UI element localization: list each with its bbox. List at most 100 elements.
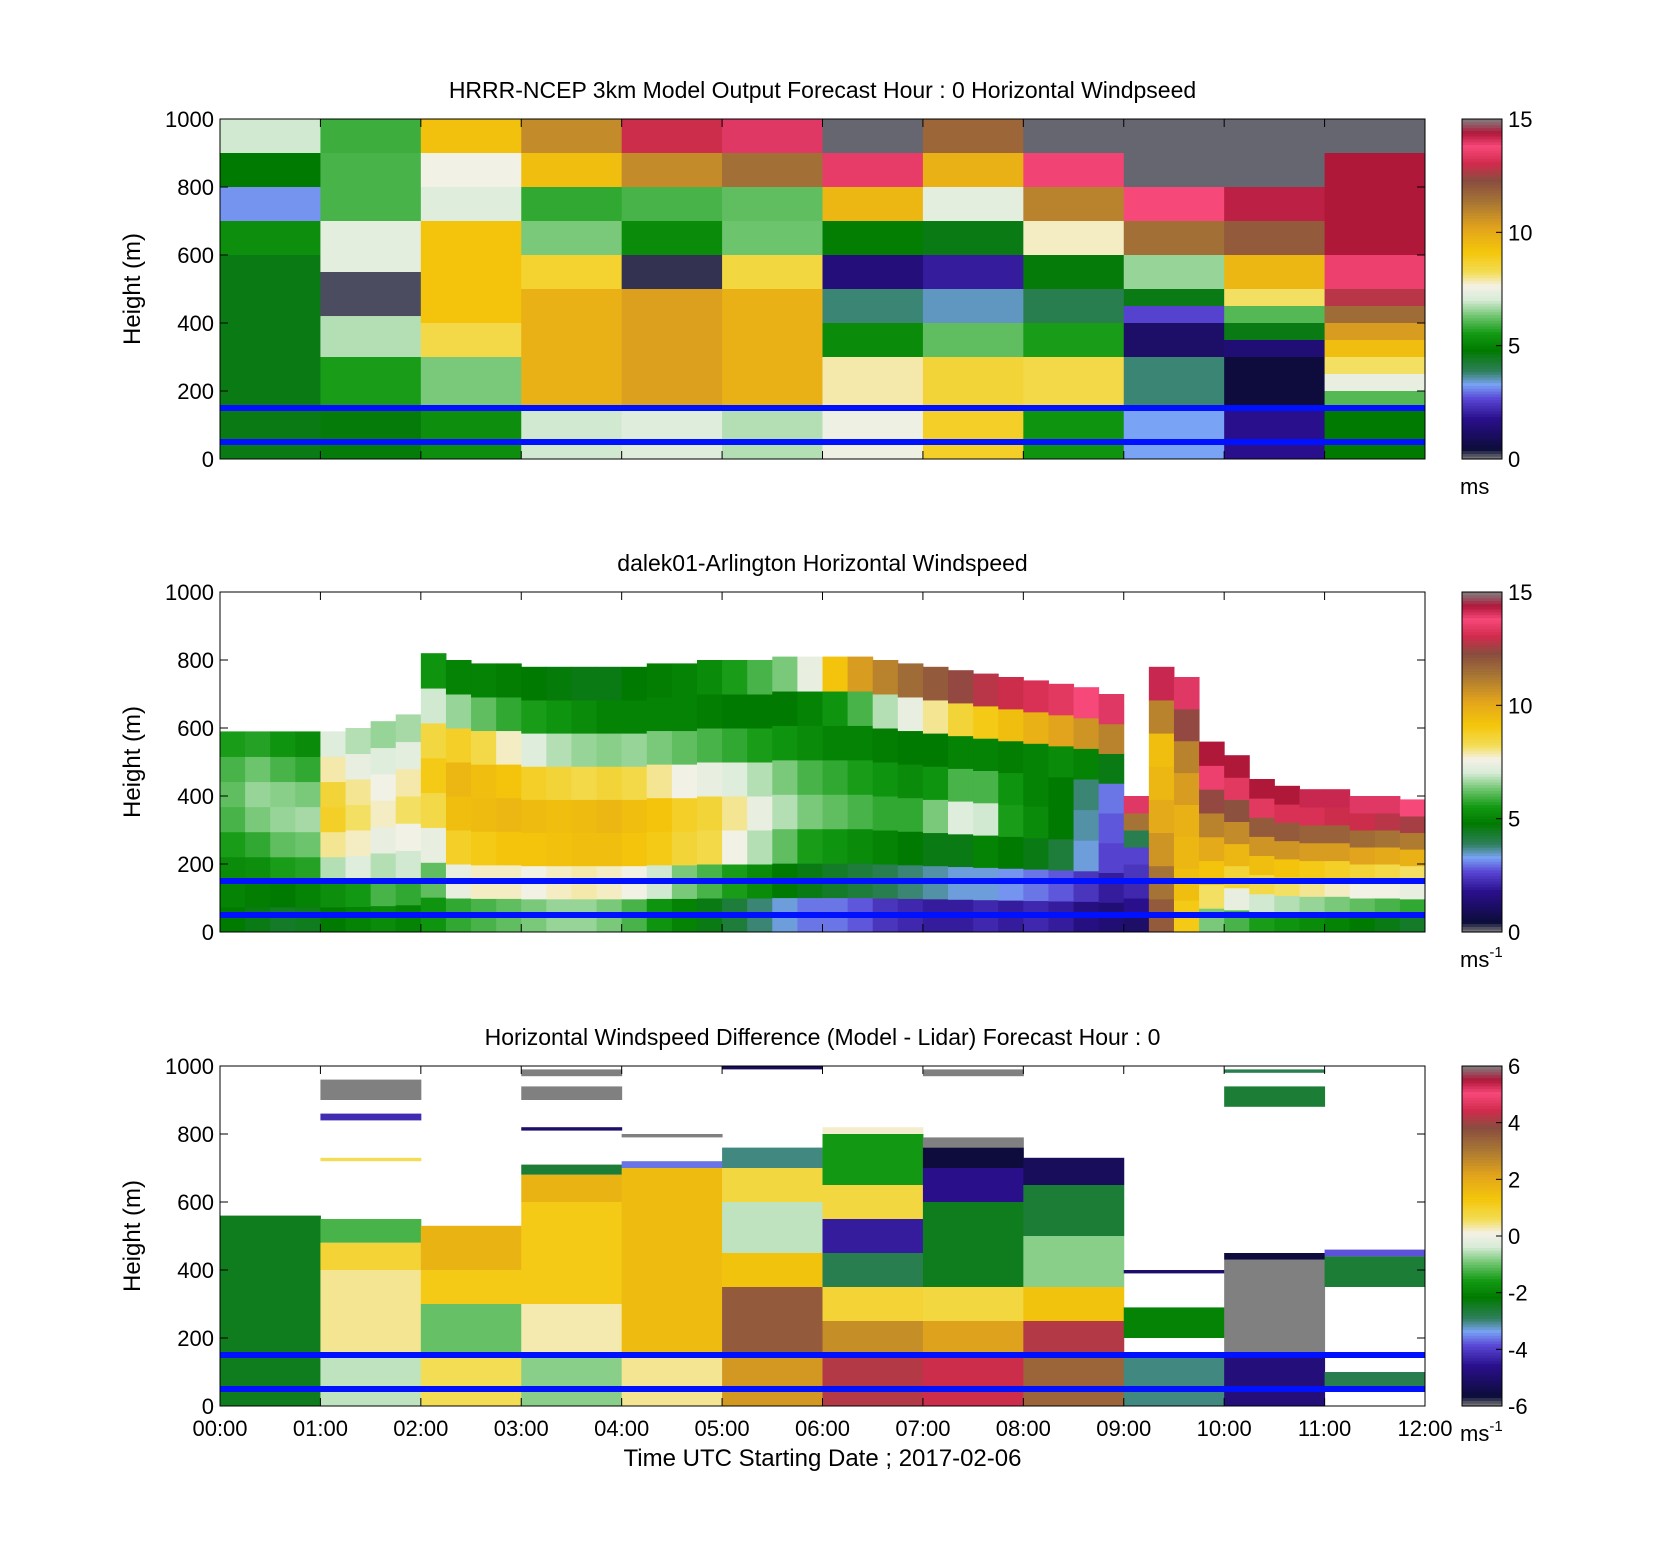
heatmap-cell xyxy=(521,289,623,408)
colorbar-swatch xyxy=(1462,609,1502,613)
y-tick-label: 600 xyxy=(177,243,214,268)
colorbar-swatch xyxy=(1462,1085,1502,1090)
heatmap-cell xyxy=(496,663,522,698)
heatmap-cell xyxy=(1374,796,1401,814)
heatmap-cell xyxy=(1324,357,1426,374)
heatmap-cell xyxy=(571,699,598,734)
chart-title: HRRR-NCEP 3km Model Output Forecast Hour… xyxy=(449,77,1196,103)
heatmap-cell xyxy=(1098,842,1125,873)
heatmap-cell xyxy=(1224,843,1250,867)
heatmap-cell xyxy=(897,831,924,866)
heatmap-cell xyxy=(320,272,422,317)
heatmap-cell xyxy=(220,881,246,908)
heatmap-cell xyxy=(1349,847,1376,865)
colorbar-swatch xyxy=(1462,1380,1502,1384)
colorbar-swatch xyxy=(1462,773,1502,777)
heatmap-cell xyxy=(722,1168,823,1202)
colorbar-tick-label: 5 xyxy=(1508,807,1520,832)
heatmap-cell xyxy=(245,881,271,908)
colorbar-swatch xyxy=(1462,320,1502,324)
colorbar-swatch xyxy=(1462,391,1502,395)
heatmap-cell xyxy=(1098,813,1125,844)
colorbar-swatch xyxy=(1462,303,1502,307)
heatmap-cell xyxy=(722,728,748,763)
heatmap-cell xyxy=(621,153,723,187)
heatmap-cell xyxy=(1224,408,1326,459)
colorbar-swatch xyxy=(1462,187,1502,191)
y-tick-label: 1000 xyxy=(165,107,214,132)
heatmap-cell xyxy=(1123,306,1225,323)
colorbar-swatch xyxy=(1462,1332,1502,1336)
colorbar-swatch xyxy=(1462,331,1502,335)
heatmap-cell xyxy=(496,831,522,866)
heatmap-cell xyxy=(1224,1355,1326,1406)
heatmap-cell xyxy=(973,770,999,804)
heatmap-cell xyxy=(521,1127,623,1131)
colorbar-swatch xyxy=(1462,422,1502,426)
heatmap-cell xyxy=(922,1287,1024,1321)
heatmap-cell xyxy=(722,694,748,729)
colorbar-swatch xyxy=(1462,815,1502,820)
colorbar-swatch xyxy=(1462,787,1502,791)
heatmap-cell xyxy=(1224,1086,1326,1107)
heatmap-cell xyxy=(922,289,1024,323)
colorbar-swatch xyxy=(1462,1165,1502,1169)
colorbar-swatch xyxy=(1462,728,1502,732)
colorbar-swatch xyxy=(1462,781,1502,786)
heatmap-cell xyxy=(772,691,798,726)
colorbar-swatch xyxy=(1462,1196,1502,1200)
heatmap-cell xyxy=(220,1215,321,1406)
heatmap-cell xyxy=(922,153,1024,187)
heatmap-cell xyxy=(922,1355,1024,1406)
heatmap-cell xyxy=(797,656,823,692)
heatmap-cell xyxy=(370,826,397,854)
colorbar-swatch xyxy=(1462,920,1502,925)
colorbar-swatch xyxy=(1462,592,1502,596)
colorbar-swatch xyxy=(1462,357,1502,361)
colorbar-swatch xyxy=(1462,798,1502,803)
heatmap-cell xyxy=(1324,1256,1426,1287)
colorbar-swatch xyxy=(1462,1394,1502,1399)
colorbar-swatch xyxy=(1462,232,1502,236)
heatmap-cell xyxy=(922,1202,1024,1287)
heatmap-cell xyxy=(973,738,999,771)
heatmap-cell xyxy=(1399,815,1426,834)
colorbar-swatch xyxy=(1462,323,1502,327)
heatmap-cell xyxy=(345,830,372,856)
heatmap-cell xyxy=(596,733,623,767)
colorbar: -6 -4 -2 0 2 4 6 ms-1 xyxy=(1460,1054,1528,1446)
y-tick-label: 600 xyxy=(177,716,214,741)
colorbar-swatch xyxy=(1462,1202,1502,1206)
heatmap-cell xyxy=(872,762,899,797)
heatmap-cell xyxy=(1073,717,1100,749)
heatmap-cell xyxy=(696,830,723,865)
heatmap-cell xyxy=(1399,832,1426,850)
colorbar-swatch xyxy=(1462,243,1502,248)
heatmap-cell xyxy=(320,1242,422,1270)
heatmap-cell xyxy=(696,660,723,695)
colorbar-swatch xyxy=(1462,206,1502,211)
colorbar-swatch xyxy=(1462,150,1502,154)
heatmap-cell xyxy=(1249,836,1275,856)
heatmap-cell xyxy=(948,702,974,737)
heatmap-cell xyxy=(1023,323,1125,357)
colorbar-swatch xyxy=(1462,1139,1502,1144)
heatmap-cell xyxy=(1123,847,1150,865)
colorbar-swatch xyxy=(1462,696,1502,701)
colorbar-tick-label: 15 xyxy=(1508,580,1532,605)
heatmap-cell xyxy=(270,806,296,833)
heatmap-cell xyxy=(445,796,472,831)
heatmap-cell xyxy=(521,221,623,255)
heatmap-cell xyxy=(546,832,572,867)
colorbar-swatch xyxy=(1462,226,1502,231)
heatmap-cell xyxy=(420,757,447,794)
heatmap-cell xyxy=(671,797,698,832)
heatmap-cell xyxy=(646,730,673,765)
colorbar-swatch xyxy=(1462,662,1502,667)
colorbar-swatch xyxy=(1462,1241,1502,1246)
heatmap-cell xyxy=(1148,766,1175,800)
heatmap-cell xyxy=(320,731,347,757)
heatmap-cell xyxy=(320,756,347,783)
colorbar-swatch xyxy=(1462,716,1502,721)
colorbar-swatch xyxy=(1462,311,1502,316)
